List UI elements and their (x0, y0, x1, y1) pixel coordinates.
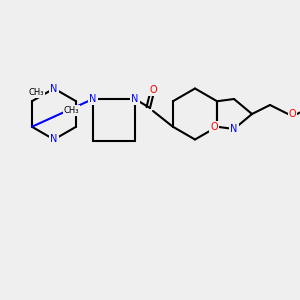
Text: N: N (230, 124, 238, 134)
Text: CH₃: CH₃ (64, 106, 79, 115)
Text: N: N (89, 94, 97, 104)
Text: N: N (131, 94, 139, 104)
Text: CH₃: CH₃ (29, 88, 44, 97)
Text: O: O (210, 122, 218, 132)
Text: O: O (289, 109, 296, 119)
Text: N: N (50, 83, 58, 94)
Text: O: O (149, 85, 157, 95)
Text: N: N (50, 134, 58, 145)
